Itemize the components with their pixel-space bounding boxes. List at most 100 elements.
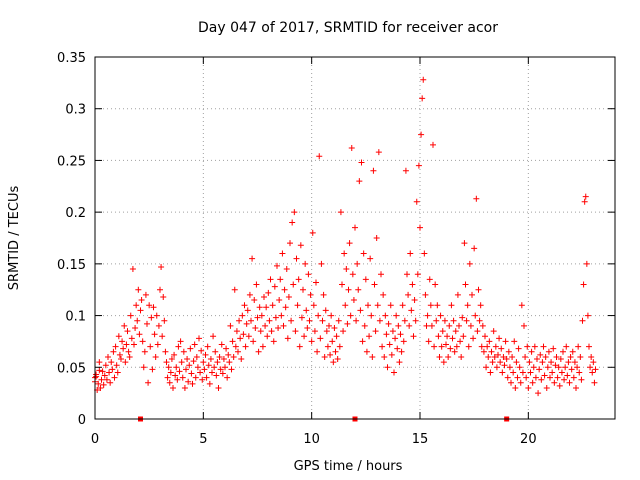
data-point	[462, 281, 469, 288]
data-point	[343, 266, 350, 273]
data-point	[458, 353, 465, 360]
data-point	[316, 153, 323, 160]
data-point	[210, 333, 217, 340]
data-point	[432, 281, 439, 288]
data-point	[212, 348, 219, 355]
plot-frame	[94, 56, 616, 420]
data-point	[511, 338, 518, 345]
data-point	[166, 379, 173, 386]
data-point	[440, 359, 447, 366]
data-point	[451, 348, 458, 355]
data-point	[211, 364, 218, 371]
data-point	[178, 359, 185, 366]
data-point	[150, 304, 157, 311]
data-point	[413, 198, 420, 205]
data-point	[470, 335, 477, 342]
data-point	[121, 322, 128, 329]
data-point	[537, 351, 544, 358]
data-point	[423, 322, 430, 329]
data-point	[428, 322, 435, 329]
data-point	[140, 364, 147, 371]
data-point	[301, 333, 308, 340]
data-point	[487, 369, 494, 376]
grid	[95, 57, 615, 419]
data-point	[108, 359, 115, 366]
data-point	[547, 374, 553, 381]
data-point	[452, 328, 459, 335]
data-point	[290, 281, 297, 288]
data-point	[289, 219, 296, 226]
y-tick-label: 0.05	[57, 361, 86, 376]
data-point	[134, 317, 141, 324]
data-point	[563, 343, 570, 350]
x-tick-label: 5	[199, 432, 207, 447]
data-point	[366, 333, 373, 340]
data-point	[302, 260, 309, 267]
data-point	[307, 291, 314, 298]
data-point	[254, 314, 261, 321]
data-point	[461, 240, 468, 247]
data-point	[473, 195, 480, 202]
data-point	[561, 376, 568, 383]
data-point	[142, 291, 149, 298]
data-point	[283, 266, 290, 273]
data-point	[358, 159, 365, 166]
data-point	[424, 312, 431, 319]
data-point	[590, 359, 597, 366]
data-point	[179, 374, 186, 381]
data-point	[497, 359, 504, 366]
data-point	[516, 364, 523, 371]
data-point	[145, 379, 152, 386]
data-point	[535, 390, 542, 397]
data-point	[243, 320, 250, 327]
data-point	[550, 345, 557, 352]
data-point	[123, 341, 130, 348]
data-point	[508, 379, 514, 386]
data-point	[394, 345, 401, 352]
y-tick-label: 0.3	[65, 103, 86, 118]
data-point	[410, 333, 417, 340]
data-point	[543, 384, 550, 391]
data-point	[237, 335, 244, 342]
data-point	[199, 376, 206, 383]
x-tick-label: 20	[520, 432, 537, 447]
data-point	[168, 356, 175, 363]
data-point	[151, 331, 158, 338]
data-point	[102, 362, 109, 369]
data-point	[544, 364, 551, 371]
data-point	[226, 359, 233, 366]
data-point	[119, 338, 126, 345]
data-point	[225, 351, 232, 358]
data-point	[280, 322, 287, 329]
data-point	[386, 341, 393, 348]
data-point	[268, 328, 275, 335]
data-point	[198, 347, 205, 354]
data-point	[411, 297, 418, 304]
data-point	[107, 379, 114, 386]
data-point	[335, 317, 342, 324]
data-point	[157, 286, 163, 293]
data-point	[392, 335, 399, 342]
data-point	[493, 364, 500, 371]
data-point	[132, 324, 139, 331]
data-point	[310, 302, 317, 309]
data-point	[376, 317, 383, 324]
data-point	[396, 359, 403, 366]
data-point	[527, 369, 534, 376]
data-point	[459, 314, 466, 321]
data-point	[529, 379, 536, 386]
data-point	[474, 328, 481, 335]
data-point	[131, 341, 137, 348]
data-point	[229, 338, 236, 345]
data-point	[578, 376, 585, 383]
data-point	[553, 353, 560, 360]
data-point	[556, 382, 563, 389]
data-point	[172, 372, 179, 379]
data-point	[205, 362, 212, 369]
data-point	[467, 322, 474, 329]
data-point	[318, 260, 325, 267]
data-point	[189, 380, 196, 387]
data-point	[222, 364, 228, 371]
data-point	[500, 353, 507, 360]
data-point	[380, 291, 387, 298]
